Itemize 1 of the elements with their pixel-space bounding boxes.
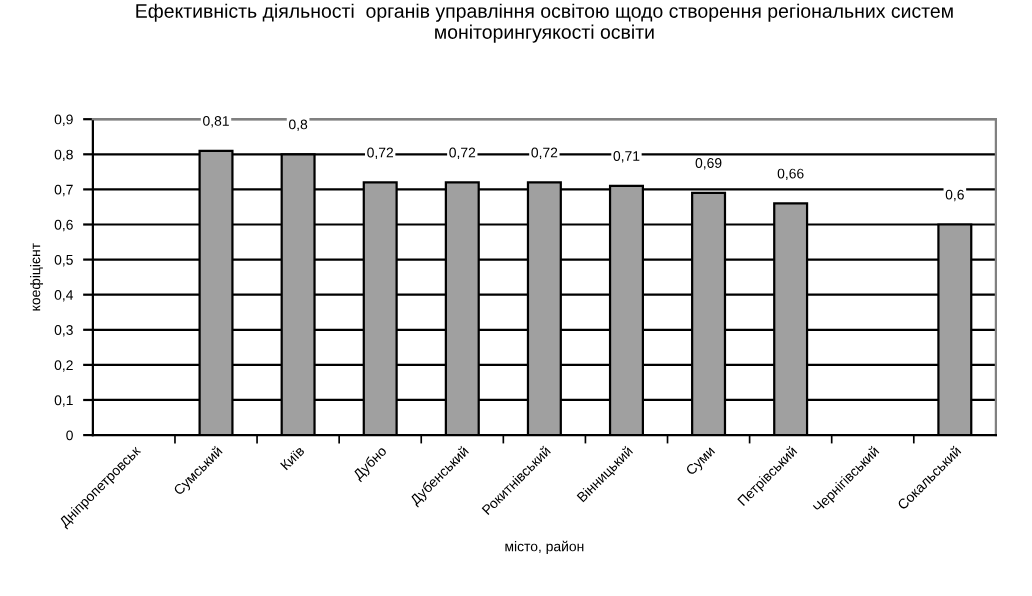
- chart-title: Ефективність діяльності органів управління освітою щодо створення регіональних систем моніторингуякості освіти: [136, 3, 953, 43]
